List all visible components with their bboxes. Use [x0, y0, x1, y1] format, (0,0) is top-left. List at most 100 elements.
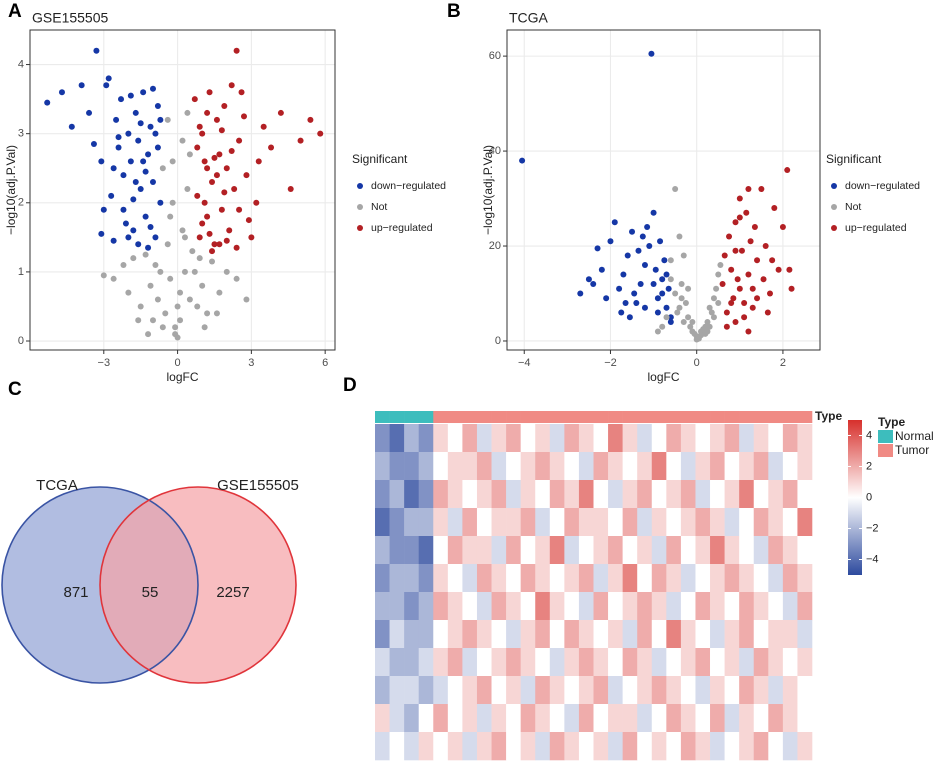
point	[641, 304, 648, 311]
heat-cell	[651, 480, 667, 509]
point	[218, 127, 225, 134]
point	[105, 75, 112, 82]
heat-cell	[797, 648, 813, 677]
point	[674, 309, 681, 316]
heat-cell	[491, 536, 507, 565]
point	[204, 109, 211, 116]
set-label: TCGA	[36, 477, 78, 494]
heat-cell	[680, 620, 696, 649]
panel-label: D	[343, 375, 357, 396]
heat-cell	[739, 592, 755, 621]
heat-cell	[418, 648, 434, 677]
point	[209, 258, 216, 265]
heat-cell	[535, 564, 551, 593]
point	[728, 299, 735, 306]
heat-cell	[476, 648, 492, 677]
heat-cell	[389, 648, 405, 677]
heat-cell	[549, 648, 565, 677]
heat-cell	[768, 508, 784, 537]
point	[120, 172, 127, 179]
point	[196, 234, 203, 241]
point	[135, 241, 142, 248]
heat-cell	[797, 620, 813, 649]
heat-cell	[564, 620, 580, 649]
heat-cell	[666, 620, 682, 649]
x-axis-label: logFC	[647, 370, 679, 384]
point	[736, 285, 743, 292]
point	[125, 289, 132, 296]
heat-cell	[520, 732, 536, 761]
heat-cell	[622, 536, 638, 565]
heat-cell	[462, 508, 478, 537]
point	[135, 317, 142, 324]
heat-cell	[375, 564, 390, 593]
heat-cell	[695, 564, 711, 593]
point	[157, 199, 164, 206]
point	[213, 116, 220, 123]
heat-cell	[651, 424, 667, 453]
point	[633, 299, 640, 306]
point	[142, 168, 149, 175]
legend-title: Significant	[352, 152, 408, 166]
heat-cell	[768, 592, 784, 621]
point	[189, 248, 196, 255]
heat-cell	[476, 704, 492, 733]
heat-cell	[535, 424, 551, 453]
point	[779, 224, 786, 231]
heat-cell	[375, 424, 390, 453]
point	[137, 185, 144, 192]
annotation-cell	[520, 411, 536, 423]
heat-cell	[404, 452, 419, 481]
heat-cell	[608, 508, 623, 537]
heat-cell	[491, 676, 507, 705]
point	[103, 82, 110, 89]
heat-cell	[578, 536, 594, 565]
heat-cell	[447, 564, 463, 593]
heat-cell	[578, 480, 594, 509]
point	[44, 99, 51, 106]
heat-cell	[375, 592, 390, 621]
point	[223, 165, 230, 172]
heat-cell	[710, 676, 725, 705]
point	[639, 233, 646, 240]
heat-cell	[491, 648, 507, 677]
point	[743, 209, 750, 216]
annotation-cell	[637, 411, 653, 423]
point	[728, 266, 735, 273]
heat-cell	[564, 592, 580, 621]
heat-cell	[462, 592, 478, 621]
point	[708, 309, 715, 316]
annotation-cell	[710, 411, 725, 423]
heat-cell	[593, 452, 609, 481]
heat-cell	[535, 648, 551, 677]
heat-cell	[462, 452, 478, 481]
point	[199, 130, 206, 137]
point	[154, 296, 161, 303]
point	[98, 158, 105, 165]
heat-cell	[564, 648, 580, 677]
point	[648, 50, 655, 57]
heat-cell	[680, 536, 696, 565]
heat-cell	[447, 452, 463, 481]
point	[204, 213, 211, 220]
heat-cell	[447, 424, 463, 453]
plot-border	[29, 29, 336, 351]
heat-cell	[433, 452, 449, 481]
legend-label: up−regulated	[845, 222, 907, 234]
point	[78, 82, 85, 89]
heat-cell	[710, 424, 725, 453]
heat-cell	[433, 564, 449, 593]
point	[736, 214, 743, 221]
heat-cell	[593, 480, 609, 509]
x-tick-label: 3	[248, 357, 254, 369]
point	[687, 323, 694, 330]
heat-cell	[506, 592, 521, 621]
heat-cell	[608, 592, 623, 621]
heat-cell	[549, 592, 565, 621]
heat-cell	[768, 732, 784, 761]
heat-cell	[797, 676, 813, 705]
point	[693, 336, 700, 343]
legend-label: Not	[845, 201, 861, 213]
point	[622, 299, 629, 306]
point	[211, 154, 218, 161]
